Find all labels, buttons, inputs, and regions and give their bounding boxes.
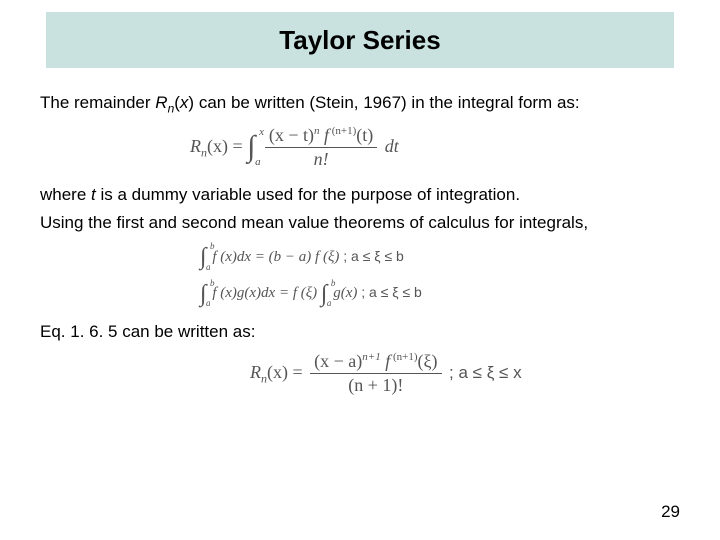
symbol-R: R (155, 93, 167, 112)
title-band: Taylor Series (46, 12, 674, 68)
eq-lhs-arg: (x) = (207, 136, 243, 156)
eq-lhs: R (190, 136, 201, 156)
integral-sign: ∫ b a (321, 281, 328, 307)
equation-1: Rn(x) = ∫ x a (x − t)n f (n+1)(t) n! dt (190, 125, 680, 170)
equation-2-group: ∫ b a f (x)dx = (b − a) f (ξ) ; a ≤ ξ ≤ … (200, 244, 680, 307)
num-exp2: (n+1) (390, 351, 417, 363)
paragraph-3: Using the first and second mean value th… (40, 212, 680, 234)
den: (n + 1)! (310, 374, 441, 396)
integral-sign: ∫ b a (200, 244, 207, 270)
num-c: (t) (356, 125, 373, 145)
num-b: f (320, 125, 330, 145)
int-upper: b (210, 242, 215, 252)
int2-lower: a (327, 299, 332, 309)
eq-lhs: R (250, 362, 261, 382)
slide: Taylor Series The remainder Rn(x) can be… (0, 0, 720, 540)
eq2b-right: g(x) (333, 285, 357, 301)
int-lower: a (206, 299, 211, 309)
eq2a-body: f (x)dx = (b − a) f (ξ) (212, 249, 339, 265)
num-c: (ξ) (418, 351, 438, 371)
eq-lhs-arg: (x) = (267, 362, 303, 382)
integral-sign: ∫ x a (247, 130, 255, 164)
num-a: (x − t) (269, 125, 314, 145)
slide-title: Taylor Series (279, 25, 440, 56)
eq2b-left: f (x)g(x)dx = f (ξ) (212, 285, 317, 301)
integral-sign: ∫ b a (200, 281, 207, 307)
text: where (40, 185, 91, 204)
int2-upper: b (331, 279, 336, 289)
page-number: 29 (661, 502, 680, 522)
num-exp1: n+1 (362, 351, 380, 363)
int-upper: b (210, 279, 215, 289)
text: can be written (Stein, 1967) in the inte… (199, 93, 580, 112)
equation-3: Rn(x) = (x − a)n+1 f (n+1)(ξ) (n + 1)! ;… (250, 351, 680, 396)
paragraph-1: The remainder Rn(x) can be written (Stei… (40, 92, 680, 117)
int-lower: a (255, 156, 261, 168)
text: is a dummy variable used for the purpose… (96, 185, 520, 204)
num-a: (x − a) (314, 351, 362, 371)
slide-body: The remainder Rn(x) can be written (Stei… (40, 92, 680, 406)
paragraph-4: Eq. 1. 6. 5 can be written as: (40, 321, 680, 343)
num-b: f (381, 351, 391, 371)
eq3-cond: ; a ≤ ξ ≤ x (449, 363, 522, 382)
eq2b-cond: ; a ≤ ξ ≤ b (357, 284, 421, 300)
paragraph-2: where t is a dummy variable used for the… (40, 184, 680, 206)
int-upper: x (259, 126, 264, 138)
num-exp2: (n+1) (329, 125, 356, 137)
symbol-x: (x) (174, 93, 199, 112)
int-lower: a (206, 263, 211, 273)
fraction: (x − t)n f (n+1)(t) n! (265, 125, 377, 170)
eq-tail: dt (385, 136, 399, 156)
fraction: (x − a)n+1 f (n+1)(ξ) (n + 1)! (310, 351, 441, 396)
text: The remainder (40, 93, 155, 112)
eq2a-cond: ; a ≤ ξ ≤ b (339, 248, 403, 264)
den: n! (265, 148, 377, 170)
